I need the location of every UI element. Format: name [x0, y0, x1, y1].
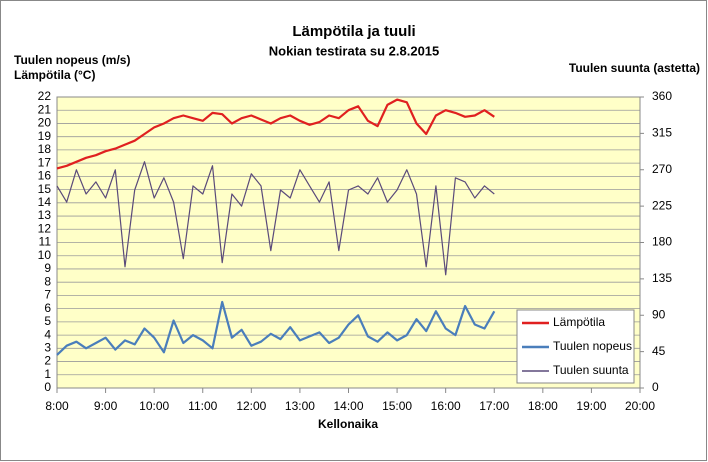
y-tick-label: 13	[38, 208, 52, 222]
legend-label: Tuulen suunta	[553, 363, 629, 377]
y-tick-label: 15	[38, 182, 52, 196]
y-tick-label: 8	[44, 274, 51, 288]
y-tick-label: 2	[44, 354, 51, 368]
y2-tick-label: 315	[652, 126, 672, 140]
y2-tick-label: 90	[652, 307, 666, 321]
y2-tick-label: 180	[652, 235, 672, 249]
x-tick-label: 9:00	[94, 399, 118, 413]
series-line	[56, 98, 495, 170]
y-tick-label: 22	[38, 89, 52, 103]
y-tick-label: 0	[44, 380, 51, 394]
y2-tick-label: 270	[652, 162, 672, 176]
x-tick-label: 14:00	[333, 399, 363, 413]
x-tick-label: 12:00	[236, 399, 266, 413]
y-tick-label: 17	[38, 155, 52, 169]
y-tick-label: 3	[44, 340, 51, 354]
y-tick-label: 10	[38, 248, 52, 262]
y-tick-label: 19	[38, 129, 52, 143]
y-tick-label: 20	[38, 116, 52, 130]
y-tick-label: 6	[44, 301, 51, 315]
y-tick-label: 9	[44, 261, 51, 275]
x-tick-label: 17:00	[479, 399, 509, 413]
y2-tick-label: 225	[652, 198, 672, 212]
x-axis-label: Kellonaika	[318, 417, 378, 431]
chart-title: Lämpötila ja tuuli	[292, 23, 415, 40]
chart-subtitle: Nokian testirata su 2.8.2015	[269, 43, 440, 58]
y-tick-label: 16	[38, 169, 52, 183]
y-tick-label: 18	[38, 142, 52, 156]
y-tick-label: 14	[38, 195, 52, 209]
y2-tick-label: 45	[652, 344, 666, 358]
x-tick-label: 16:00	[431, 399, 461, 413]
x-tick-label: 15:00	[382, 399, 412, 413]
x-tick-label: 8:00	[45, 399, 69, 413]
x-tick-label: 20:00	[625, 399, 655, 413]
y-tick-label: 11	[39, 235, 52, 249]
y2-tick-label: 135	[652, 271, 672, 285]
y-tick-label: 4	[44, 327, 51, 341]
y2-axis-label: Tuulen suunta (astetta)	[569, 61, 700, 75]
series-line	[56, 300, 496, 356]
x-tick-label: 10:00	[139, 399, 169, 413]
y-axis-label: Tuulen nopeus (m/s)	[14, 53, 130, 67]
legend-label: Lämpötila	[553, 315, 605, 329]
y2-tick-label: 360	[652, 89, 672, 103]
y-tick-label: 21	[38, 102, 52, 116]
y-tick-label: 7	[44, 288, 51, 302]
y-tick-label: 1	[44, 367, 51, 381]
legend-label: Tuulen nopeus	[553, 339, 632, 353]
y-axis-label: Lämpötila (°C)	[14, 68, 95, 82]
y-tick-label: 5	[44, 314, 51, 328]
x-tick-label: 11:00	[188, 399, 217, 413]
y-tick-label: 12	[38, 221, 52, 235]
plot-frame	[56, 96, 641, 389]
series-line	[56, 161, 495, 276]
y2-tick-label: 0	[652, 380, 659, 394]
x-tick-label: 18:00	[528, 399, 558, 413]
x-tick-label: 19:00	[576, 399, 606, 413]
x-tick-label: 13:00	[285, 399, 315, 413]
